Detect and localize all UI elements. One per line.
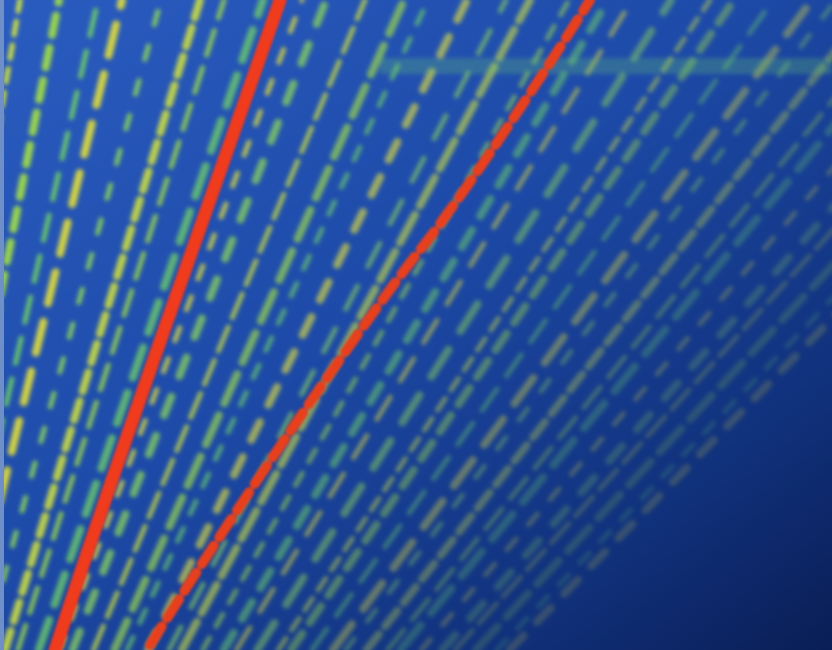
dominant-orders: [48, 0, 595, 650]
order-stripe: [233, 0, 635, 650]
order-stripe: [343, 1, 832, 650]
band: [380, 58, 832, 74]
order-stripe: [0, 0, 126, 517]
order-stripe: [494, 295, 832, 650]
order-stripe: [275, 0, 713, 650]
order-stripe: [471, 260, 832, 650]
order-stripe: [124, 0, 431, 650]
order-stripe: [253, 0, 675, 650]
order-stripe: [309, 0, 776, 650]
order-stripe: [452, 227, 832, 650]
order-stripe: [34, 0, 267, 650]
order-stripe: [385, 97, 832, 650]
order-stripe: [177, 0, 534, 650]
order-stripe: [166, 0, 509, 650]
left-edge: [0, 0, 4, 650]
order-stripe: [110, 0, 408, 650]
order-stripe: [328, 0, 816, 650]
order-stripe: [68, 0, 330, 650]
order-stripe: [0, 0, 101, 443]
order-stripe: [90, 0, 368, 650]
red-order-1: [48, 0, 287, 650]
order-stripe: [144, 0, 471, 650]
order-stripe: [0, 0, 164, 602]
order-stripe: [438, 202, 832, 650]
order-stripe: [418, 165, 832, 650]
order-stripe: [219, 0, 612, 650]
order-stripe: [200, 0, 572, 650]
order-stripe: [287, 0, 738, 650]
order-stripe: [396, 121, 832, 650]
order-stripe: [1, 0, 204, 650]
order-stripe: [15, 0, 227, 650]
red-order-2: [145, 0, 595, 650]
order-stripe: [362, 48, 832, 650]
